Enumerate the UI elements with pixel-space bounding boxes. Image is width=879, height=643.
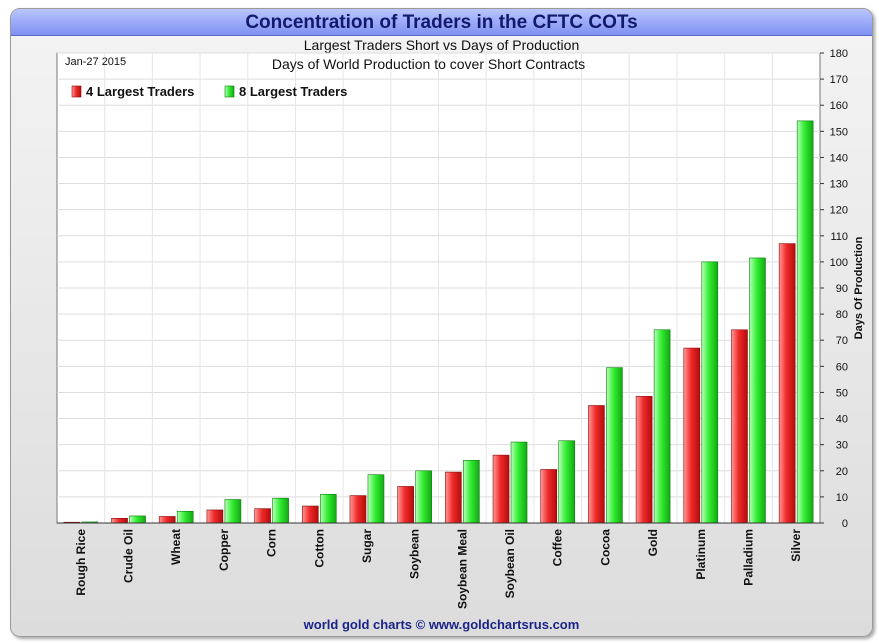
x-tick-label: Crude Oil [122, 529, 136, 583]
x-tick-label: Soybean Oil [503, 529, 517, 598]
y-tick-label: 60 [836, 361, 848, 373]
x-tick-label: Soybean Meal [455, 529, 469, 609]
y-tick-label: 0 [842, 518, 848, 530]
bar [749, 257, 766, 524]
bar [701, 261, 719, 524]
bar [510, 441, 528, 524]
y-tick-label: 170 [830, 74, 848, 86]
x-tick-label: Silver [789, 529, 803, 562]
bar [445, 471, 462, 524]
x-tick-label: Wheat [169, 529, 183, 565]
footer-credit: world gold charts © www.goldchartsrus.co… [303, 617, 580, 632]
bar [301, 505, 319, 524]
y-tick-label: 130 [830, 179, 848, 191]
bar [176, 510, 194, 524]
x-tick-label: Rough Rice [74, 529, 88, 596]
bar [111, 517, 128, 524]
bar [683, 347, 701, 524]
bar [540, 469, 558, 524]
bar [588, 405, 605, 524]
x-tick-label: Sugar [360, 529, 374, 563]
y-tick-label: 80 [836, 309, 848, 321]
y-tick-label: 140 [830, 152, 848, 164]
legend-swatch [71, 85, 82, 98]
bar [415, 470, 432, 524]
bar [731, 329, 748, 524]
bar [463, 460, 480, 524]
x-tick-label: Corn [265, 529, 279, 557]
bar [349, 495, 367, 524]
title-banner: Concentration of Traders in the CFTC COT… [11, 9, 872, 36]
y-tick-label: 100 [830, 257, 848, 269]
bar [254, 508, 271, 524]
y-tick-label: 50 [836, 387, 848, 399]
y-tick-label: 40 [836, 414, 848, 426]
y-tick-label: 20 [836, 466, 848, 478]
plot-title: Days of World Production to cover Short … [272, 56, 585, 72]
y-tick-label: 160 [830, 100, 848, 112]
date-label: Jan-27 2015 [65, 56, 126, 68]
bar [129, 515, 146, 524]
bar [778, 243, 796, 524]
legend-swatch [224, 85, 235, 98]
x-tick-label: Soybean [408, 529, 422, 579]
y-tick-label: 120 [830, 205, 848, 217]
chart-subtitle: Largest Traders Short vs Days of Product… [303, 37, 580, 53]
x-tick-label: Palladium [741, 529, 755, 586]
y-tick-label: 30 [836, 440, 848, 452]
bar [397, 486, 414, 524]
bar [319, 493, 337, 524]
bar [606, 367, 623, 524]
bar [224, 499, 242, 524]
legend-label: 8 Largest Traders [239, 84, 347, 99]
legend-label: 4 Largest Traders [86, 84, 194, 99]
chart-title: Concentration of Traders in the CFTC COT… [245, 12, 638, 33]
bar [635, 396, 653, 524]
x-tick-label: Cocoa [598, 529, 612, 566]
bar [206, 509, 224, 524]
x-tick-label: Cotton [312, 529, 326, 568]
y-tick-label: 70 [836, 335, 848, 347]
y-axis-title: Days Of Production [853, 236, 865, 339]
bar [653, 329, 671, 524]
bar [492, 454, 510, 524]
bar [367, 474, 385, 524]
y-tick-label: 90 [836, 283, 848, 295]
y-tick-label: 10 [836, 492, 848, 504]
x-tick-label: Coffee [551, 529, 565, 567]
x-tick-label: Copper [217, 529, 231, 571]
y-tick-label: 150 [830, 126, 848, 138]
x-tick-label: Gold [646, 529, 660, 556]
bar [558, 440, 576, 524]
y-tick-label: 180 [830, 48, 848, 60]
bar [272, 497, 289, 524]
y-tick-label: 110 [830, 231, 848, 243]
x-tick-label: Platinum [694, 529, 708, 580]
bar [158, 516, 176, 524]
bar [796, 120, 814, 524]
